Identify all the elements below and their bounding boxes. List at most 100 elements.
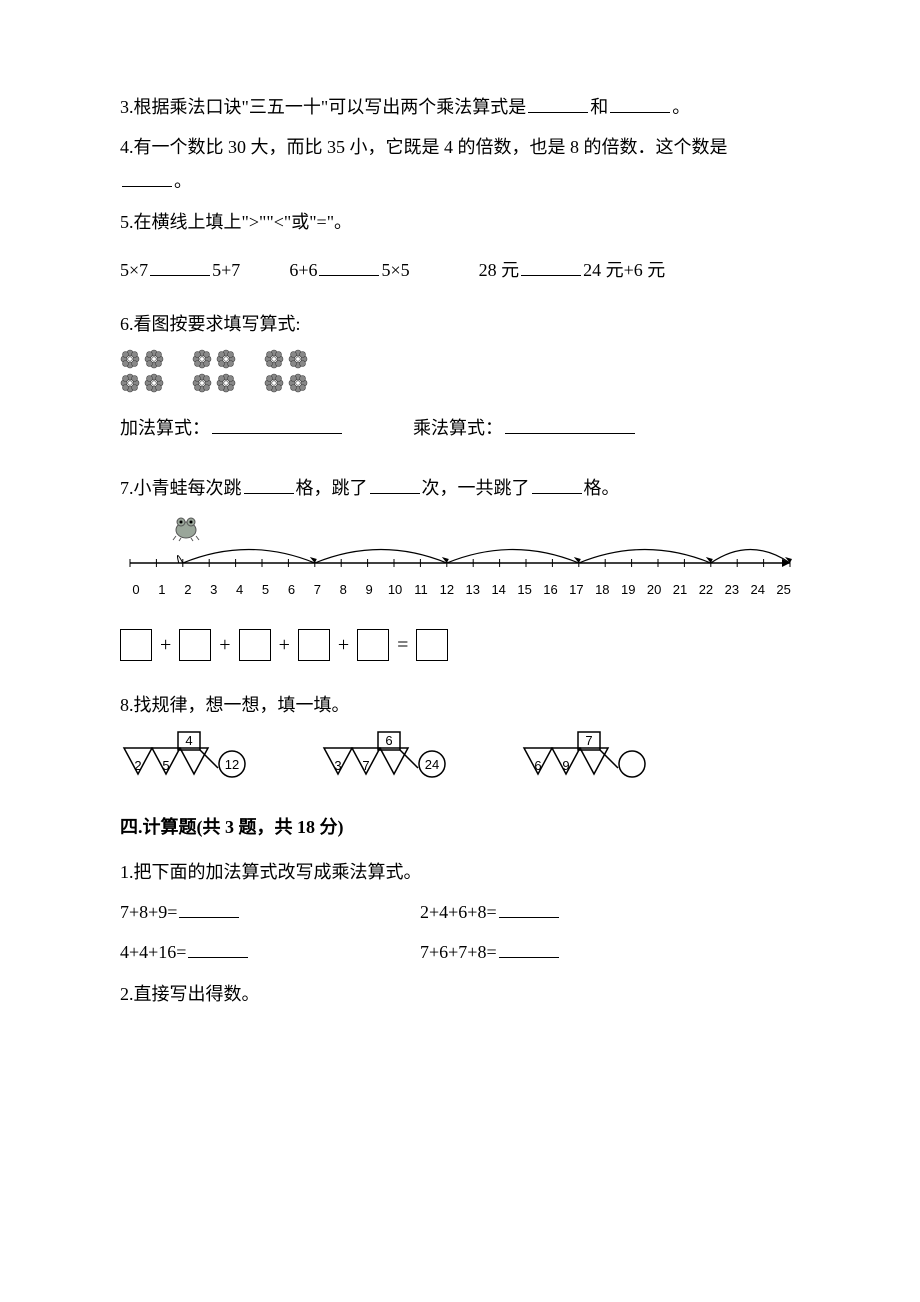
- tick-label: 14: [489, 578, 509, 603]
- q3-text-c: 。: [672, 97, 690, 117]
- svg-text:24: 24: [425, 757, 439, 772]
- q4-blank[interactable]: [122, 168, 172, 187]
- tick-label: 20: [644, 578, 664, 603]
- svg-text:4: 4: [185, 733, 192, 748]
- tick-label: 22: [696, 578, 716, 603]
- svg-text:6: 6: [534, 758, 541, 773]
- q5-e2a: 6+6: [289, 260, 317, 280]
- tick-label: 21: [670, 578, 690, 603]
- q7-blank-2[interactable]: [370, 475, 420, 494]
- q6-add-blank[interactable]: [212, 415, 342, 434]
- svg-text:9: 9: [562, 758, 569, 773]
- q3-blank-1[interactable]: [528, 94, 588, 113]
- pattern-item: 6 9 7: [520, 730, 690, 780]
- svg-text:3: 3: [334, 758, 341, 773]
- equation-result-box[interactable]: [416, 629, 448, 661]
- tick-label: 4: [230, 578, 250, 603]
- equation-box[interactable]: [120, 629, 152, 661]
- q5-blank-3[interactable]: [521, 257, 581, 276]
- plus-sign: +: [219, 626, 230, 664]
- question-4: 4.有一个数比 30 大，而比 35 小，它既是 4 的倍数，也是 8 的倍数．…: [120, 130, 800, 164]
- calc-expr: 2+4+6+8=: [420, 902, 497, 922]
- number-line-svg: [120, 518, 800, 578]
- q5-blank-1[interactable]: [150, 257, 210, 276]
- q5-e3a: 28 元: [479, 260, 520, 280]
- tick-label: 15: [515, 578, 535, 603]
- q7-b: 格，跳了: [296, 478, 368, 498]
- flower-group: [264, 349, 308, 393]
- calc-blank[interactable]: [179, 899, 239, 918]
- plus-sign: +: [338, 626, 349, 664]
- tick-label: 5: [256, 578, 276, 603]
- tick-label: 18: [592, 578, 612, 603]
- tick-label: 2: [178, 578, 198, 603]
- flower-icon: [288, 373, 308, 393]
- plus-sign: +: [160, 626, 171, 664]
- question-5-title: 5.在横线上填上">""<"或"="。: [120, 205, 800, 239]
- pattern-item: 25412: [120, 730, 290, 780]
- calc-expr: 7+8+9=: [120, 902, 177, 922]
- q6-mul-blank[interactable]: [505, 415, 635, 434]
- q7-blank-3[interactable]: [532, 475, 582, 494]
- tick-label: 23: [722, 578, 742, 603]
- flower-icon: [264, 349, 284, 369]
- tick-label: 12: [437, 578, 457, 603]
- number-line-figure: 0123456789101112131415161718192021222324…: [120, 518, 800, 603]
- question-4-line2: 。: [120, 164, 800, 198]
- flower-figure: [120, 349, 800, 393]
- worksheet-page: 3.根据乘法口诀"三五一十"可以写出两个乘法算式是和。 4.有一个数比 30 大…: [0, 0, 920, 1302]
- flower-group: [120, 349, 164, 393]
- svg-text:12: 12: [225, 757, 239, 772]
- calc-blank[interactable]: [188, 939, 248, 958]
- flower-icon: [120, 349, 140, 369]
- calc-row: 4+4+16= 7+6+7+8=: [120, 935, 800, 969]
- svg-text:7: 7: [585, 733, 592, 748]
- q3-blank-2[interactable]: [610, 94, 670, 113]
- frog-icon: [171, 514, 201, 553]
- s4-q1-title: 1.把下面的加法算式改写成乘法算式。: [120, 855, 800, 889]
- number-line-labels: 0123456789101112131415161718192021222324…: [120, 578, 800, 603]
- equation-box[interactable]: [298, 629, 330, 661]
- section-4-heading: 四.计算题(共 3 题，共 18 分): [120, 810, 800, 844]
- s4-q2-title: 2.直接写出得数。: [120, 977, 800, 1011]
- flower-icon: [144, 349, 164, 369]
- flower-icon: [288, 349, 308, 369]
- calc-blank[interactable]: [499, 899, 559, 918]
- calc-left: 7+8+9=: [120, 895, 420, 929]
- q4-line1: 4.有一个数比 30 大，而比 35 小，它既是 4 的倍数，也是 8 的倍数．…: [120, 137, 728, 157]
- question-6-answers: 加法算式： 乘法算式：: [120, 411, 800, 445]
- calc-right: 2+4+6+8=: [420, 895, 561, 929]
- question-7-text: 7.小青蛙每次跳格，跳了次，一共跳了格。: [120, 471, 800, 505]
- calc-row: 7+8+9= 2+4+6+8=: [120, 895, 800, 929]
- calc-expr: 4+4+16=: [120, 942, 186, 962]
- flower-icon: [216, 373, 236, 393]
- q4-period: 。: [174, 171, 192, 191]
- tick-label: 10: [385, 578, 405, 603]
- q5-blank-2[interactable]: [319, 257, 379, 276]
- q5-e1a: 5×7: [120, 260, 148, 280]
- plus-sign: +: [279, 626, 290, 664]
- equation-box[interactable]: [179, 629, 211, 661]
- tick-label: 11: [411, 578, 431, 603]
- q6-mul-label: 乘法算式：: [413, 418, 503, 438]
- svg-text:7: 7: [362, 758, 369, 773]
- svg-text:2: 2: [134, 758, 141, 773]
- tick-label: 7: [307, 578, 327, 603]
- equation-box[interactable]: [357, 629, 389, 661]
- calc-right: 7+6+7+8=: [420, 935, 561, 969]
- equation-box[interactable]: [239, 629, 271, 661]
- tick-label: 13: [463, 578, 483, 603]
- question-5-exprs: 5×75+7 6+65×5 28 元24 元+6 元: [120, 253, 800, 287]
- calc-left: 4+4+16=: [120, 935, 420, 969]
- tick-label: 3: [204, 578, 224, 603]
- q7-blank-1[interactable]: [244, 475, 294, 494]
- q5-e2b: 5×5: [381, 260, 409, 280]
- calc-blank[interactable]: [499, 939, 559, 958]
- q7-a: 7.小青蛙每次跳: [120, 478, 242, 498]
- tick-label: 8: [333, 578, 353, 603]
- tick-label: 0: [126, 578, 146, 603]
- svg-text:6: 6: [385, 733, 392, 748]
- q5-e1b: 5+7: [212, 260, 240, 280]
- box-equation: ++++=: [120, 626, 800, 664]
- pattern-figure: 2541237624697: [120, 730, 800, 780]
